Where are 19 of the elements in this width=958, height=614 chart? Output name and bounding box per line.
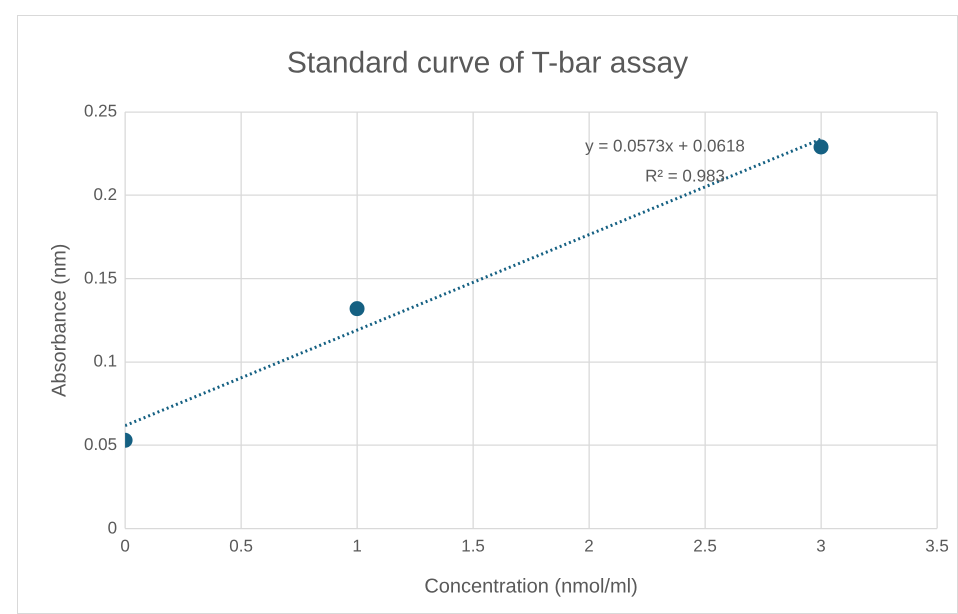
chart-title: Standard curve of T-bar assay xyxy=(286,46,688,80)
y-tick-label: 0.25 xyxy=(84,102,118,121)
x-tick-label: 0 xyxy=(120,536,130,556)
y-tick-label: 0.1 xyxy=(93,352,118,371)
y-axis-title: Absorbance (nm) xyxy=(48,244,71,398)
y-tick-label: 0 xyxy=(108,518,118,538)
x-tick-label: 2.5 xyxy=(693,536,717,556)
y-tick-label: 0.15 xyxy=(84,268,118,288)
x-tick-label: 1.5 xyxy=(461,536,485,556)
x-tick-label: 0.5 xyxy=(229,536,253,556)
x-tick-label: 1 xyxy=(352,536,362,556)
y-tick-label: 0.2 xyxy=(93,185,118,204)
x-tick-label: 3.5 xyxy=(925,536,949,556)
x-tick-label: 3 xyxy=(816,536,826,556)
annotation: y = 0.0573x + 0.0618 xyxy=(585,136,745,156)
annotation: R² = 0.983 xyxy=(645,166,725,186)
x-axis-title: Concentration (nmol/ml) xyxy=(424,576,638,598)
y-tick-label: 0.05 xyxy=(84,434,118,454)
x-tick-label: 2 xyxy=(584,536,594,556)
